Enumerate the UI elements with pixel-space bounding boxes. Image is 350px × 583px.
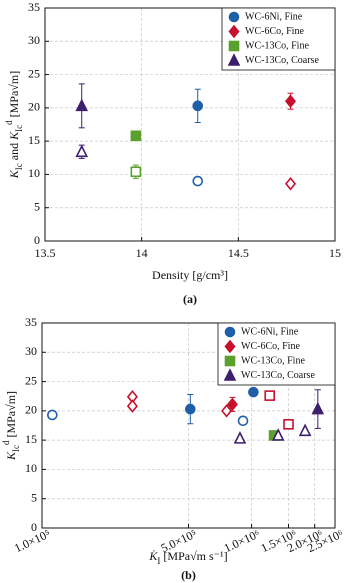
x-tick-label: 1.0×10⁶ (222, 527, 262, 556)
legend-box (221, 7, 336, 71)
legend-box (217, 322, 336, 386)
legend-label: WC-6Co, Fine (245, 26, 304, 37)
legend-label: WC-13Co, Fine (241, 355, 305, 366)
label-part: and (7, 140, 21, 163)
legend-label: WC-6Co, Fine (241, 341, 300, 352)
marker (192, 175, 204, 187)
y-tick-label: 25 (28, 66, 40, 80)
panel-label: (a) (183, 292, 197, 306)
marker (298, 423, 312, 437)
label-part: Ic (14, 125, 24, 132)
y-axis-label: KIcd [MPa√m] (1, 391, 21, 461)
marker (224, 326, 236, 338)
marker (192, 100, 204, 112)
label-part: d (1, 440, 11, 445)
y-tick-label: 0 (34, 233, 40, 247)
y-tick-label: 35 (28, 0, 40, 14)
marker (284, 176, 297, 191)
legend-label: WC-13Co, Fine (245, 40, 309, 51)
marker (47, 409, 58, 421)
marker (130, 130, 142, 142)
marker (264, 390, 275, 401)
marker (75, 144, 89, 158)
marker (283, 419, 294, 430)
marker (228, 11, 240, 23)
plot-frame (41, 322, 336, 529)
legend-label: WC-13Co, Coarse (241, 370, 315, 381)
panel-label: (b) (181, 568, 196, 582)
x-tick-label: 13.5 (35, 246, 56, 260)
label-part: K̇ (148, 549, 158, 563)
marker (271, 428, 285, 441)
legend-label: WC-6Ni, Fine (245, 11, 303, 22)
legend: WC-6Ni, Fine WC-6Co, Fine WC-13Co, Fine WC-… (217, 322, 336, 386)
marker (75, 98, 89, 112)
marker (126, 399, 138, 413)
marker (221, 404, 233, 418)
x-tick-label: 14 (136, 246, 148, 260)
label-part: Density [g/cm³] (152, 268, 228, 282)
x-tick-label: 15 (329, 246, 341, 260)
y-tick-label: 10 (25, 461, 37, 475)
marker (223, 368, 237, 381)
legend: WC-6Ni, Fine WC-6Co, Fine WC-13Co, Fine WC-… (221, 7, 336, 71)
label-part: [MPa√m] (4, 391, 18, 441)
marker (227, 53, 241, 66)
marker (248, 386, 259, 398)
marker (224, 339, 236, 354)
label-part: Ic (11, 445, 21, 452)
marker (228, 24, 240, 39)
y-tick-label: 20 (28, 100, 40, 114)
marker (284, 94, 297, 108)
y-tick-label: 10 (28, 166, 40, 180)
marker (185, 403, 196, 415)
legend-label: WC-13Co, Coarse (245, 55, 319, 66)
label-part: [MPa√m s⁻¹] (160, 549, 227, 563)
plot-frame (44, 7, 336, 242)
y-tick-label: 15 (28, 133, 40, 147)
x-tick-label: 14.5 (228, 246, 249, 260)
y-axis-label: KIc and KIcd [MPa√m] (4, 71, 24, 179)
y-tick-label: 0 (31, 520, 37, 534)
label-part: [MPa√m] (7, 71, 21, 121)
y-tick-label: 5 (31, 490, 37, 504)
y-tick-label: 5 (34, 199, 40, 213)
marker (237, 415, 249, 427)
y-tick-label: 35 (25, 315, 37, 329)
y-tick-label: 25 (25, 373, 37, 387)
marker (130, 166, 142, 178)
marker (226, 397, 238, 412)
y-tick-label: 30 (25, 344, 37, 358)
y-tick-label: 20 (25, 403, 37, 417)
label-part: I (157, 556, 160, 566)
y-tick-label: 15 (25, 432, 37, 446)
label-part: d (4, 120, 14, 125)
label-part: Ic (14, 163, 24, 170)
legend-label: WC-6Ni, Fine (241, 326, 299, 337)
marker (228, 40, 240, 52)
label-part: K (4, 451, 18, 461)
x-axis-label: K̇I [MPa√m s⁻¹] (148, 549, 227, 566)
marker (224, 355, 236, 367)
y-tick-label: 30 (28, 33, 40, 47)
marker (233, 431, 247, 444)
label-part: K (7, 169, 21, 179)
x-axis-label: Density [g/cm³] (152, 268, 228, 282)
label-part: K (7, 131, 21, 141)
marker (311, 401, 325, 415)
